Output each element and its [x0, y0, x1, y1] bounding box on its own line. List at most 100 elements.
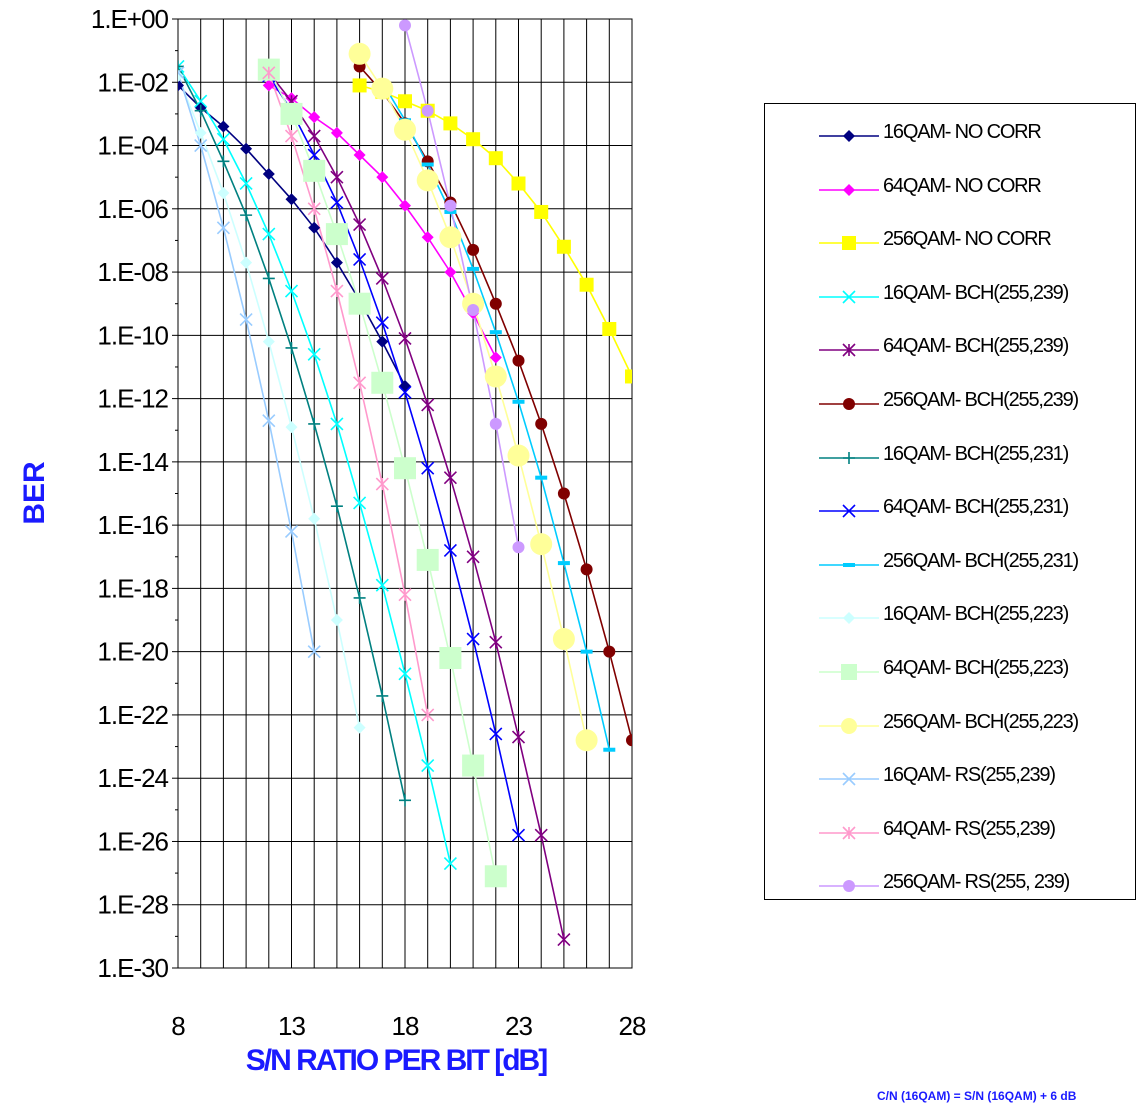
data-point [353, 252, 367, 266]
data-point [307, 202, 321, 216]
data-point [307, 645, 321, 659]
legend-label: 16QAM- BCH(255,231) [883, 442, 1069, 465]
data-point [603, 645, 616, 658]
x-tick-label: 18 [392, 1011, 419, 1041]
data-point [262, 335, 275, 348]
legend-swatch [819, 664, 879, 680]
legend-label: 256QAM- NO CORR [883, 228, 1052, 251]
data-point [348, 292, 371, 315]
data-point [240, 256, 253, 269]
data-point [307, 148, 321, 162]
data-point [371, 77, 394, 100]
data-point [284, 284, 299, 298]
data-point [466, 632, 480, 646]
legend-label: 256QAM- BCH(255,239) [883, 389, 1079, 411]
legend-item: 64QAM- BCH(255,239) [765, 330, 1135, 370]
data-point [421, 162, 434, 167]
data-point [348, 42, 371, 65]
legend-marker [843, 562, 855, 567]
data-point [557, 932, 571, 947]
data-point [489, 417, 502, 430]
data-point [399, 794, 411, 807]
data-point [262, 66, 276, 80]
data-point [371, 371, 394, 394]
data-point [530, 533, 553, 556]
data-point [489, 727, 503, 741]
data-point [375, 316, 389, 330]
data-point [330, 195, 344, 210]
data-point [439, 226, 462, 249]
data-point [330, 256, 343, 269]
data-point [466, 550, 480, 564]
data-point [399, 199, 411, 212]
legend-marker [842, 504, 856, 518]
data-point [462, 754, 485, 777]
data-point [330, 284, 344, 298]
data-point [178, 59, 185, 74]
data-point [625, 369, 632, 384]
data-point [534, 828, 548, 842]
legend-label: 16QAM- BCH(255,223) [883, 603, 1069, 626]
legend-marker [843, 398, 855, 410]
data-point [262, 227, 276, 241]
y-tick-label: 1.E-14 [97, 447, 168, 477]
legend-swatch [819, 717, 879, 734]
legend-marker [843, 451, 855, 464]
data-point [194, 104, 207, 117]
legend-item: 64QAM- NO CORR [765, 170, 1135, 210]
legend-item: 16QAM- BCH(255,223) [765, 598, 1135, 638]
legend: 16QAM- NO CORR 64QAM- NO CORR 256QAM- NO C… [764, 103, 1136, 900]
data-point [394, 457, 416, 480]
legend-label: 16QAM- NO CORR [883, 121, 1042, 143]
legend-swatch [819, 826, 879, 840]
data-point [467, 243, 480, 256]
data-point [284, 129, 299, 143]
data-point [535, 475, 548, 480]
data-point [511, 176, 526, 191]
data-point [217, 186, 230, 199]
data-point [489, 635, 503, 649]
legend-label: 256QAM- RS(255, 239) [883, 871, 1070, 894]
data-point [178, 60, 184, 73]
data-point [240, 142, 253, 155]
data-point [421, 231, 434, 244]
y-tick-label: 1.E-26 [97, 826, 168, 856]
data-point [511, 730, 526, 744]
y-tick-label: 1.E+00 [91, 4, 169, 34]
data-point [262, 79, 275, 92]
data-point [216, 221, 230, 235]
data-point [375, 578, 389, 592]
legend-marker [843, 130, 855, 142]
data-point [580, 563, 593, 576]
data-point [580, 649, 593, 654]
y-tick-label: 1.E-18 [97, 573, 168, 603]
data-point [489, 330, 502, 335]
data-point [280, 102, 303, 125]
data-point [534, 204, 549, 219]
data-point [394, 118, 416, 141]
data-point [194, 138, 208, 153]
data-point [308, 417, 321, 430]
legend-marker [842, 826, 856, 840]
data-point [262, 414, 276, 428]
legend-item: 256QAM- BCH(255,231) [765, 545, 1135, 585]
data-point [178, 66, 185, 80]
data-point [239, 312, 253, 327]
footnote: C/N (16QAM) = S/N (16QAM) + 6 dB [877, 1089, 1077, 1103]
data-point [575, 729, 598, 752]
data-point [421, 461, 435, 475]
data-point [398, 667, 412, 681]
data-point [467, 304, 480, 317]
data-point [512, 399, 525, 404]
data-point [443, 543, 457, 558]
y-tick-label: 1.E-08 [97, 257, 168, 287]
data-point [557, 561, 570, 566]
data-point [443, 857, 457, 871]
data-point [307, 347, 321, 361]
data-point [353, 149, 366, 162]
series-line-14 [268, 72, 429, 716]
data-point [353, 496, 367, 510]
data-point [375, 477, 389, 491]
legend-item: 64QAM- BCH(255,223) [765, 652, 1135, 692]
